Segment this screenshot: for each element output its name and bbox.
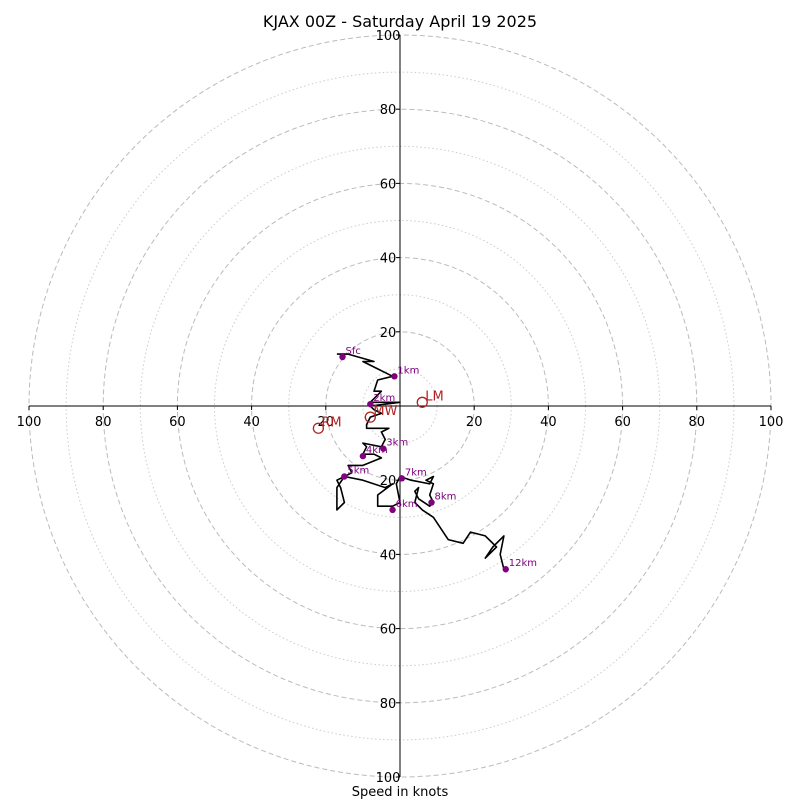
x-tick-label: 20 (318, 415, 335, 430)
height-label-3km: 3km (386, 438, 408, 449)
height-label-1km: 1km (397, 365, 419, 376)
x-tick-label: 40 (540, 415, 557, 430)
y-tick-label: 60 (380, 623, 397, 638)
height-label-7km: 7km (405, 467, 427, 478)
storm-motion-label-MW: MW (373, 404, 397, 419)
storm-motion-marker-RM (312, 422, 325, 434)
storm-motion-label-RM: RM (321, 415, 341, 430)
height-marker-2km (367, 400, 374, 408)
wind-trace (336, 353, 505, 570)
x-tick-label: 100 (17, 415, 42, 430)
y-tick-label: 100 (376, 771, 401, 786)
axis-ticks: 100 100 80 80 60 60 40 40 20 20 20 20 40 40 60 60 80 80 10… (17, 29, 784, 786)
height-marker-7km (398, 475, 406, 482)
storm-motion-marker-LM (416, 396, 428, 408)
height-label-4km: 4km (366, 445, 388, 456)
x-tick-label: 100 (759, 415, 784, 430)
y-tick-label: 80 (380, 697, 397, 712)
storm-motion-label-LM: LM (425, 389, 443, 404)
y-tick-label: 100 (376, 29, 401, 44)
height-marker-1km (391, 373, 398, 380)
hodograph-trace-line (336, 353, 505, 570)
y-tick-label: 20 (380, 474, 397, 489)
storm-motion-markers: LM RM MW (312, 389, 444, 434)
height-label-6km: 6km (396, 499, 418, 510)
x-axis-label: Speed in knots (352, 785, 449, 800)
height-marker-Sfc (339, 353, 346, 361)
x-tick-label: 60 (614, 415, 631, 430)
height-label-2km: 2km (373, 393, 395, 404)
x-tick-label: 80 (689, 415, 706, 430)
height-label-8km: 8km (435, 491, 457, 502)
height-marker-5km (341, 473, 348, 480)
height-marker-3km (380, 445, 387, 452)
height-marker-4km (359, 452, 367, 460)
y-tick-label: 40 (380, 252, 397, 267)
y-tick-label: 40 (380, 548, 397, 563)
x-tick-label: 80 (95, 415, 112, 430)
height-label-12km: 12km (509, 558, 537, 569)
y-tick-label: 80 (380, 103, 397, 118)
x-tick-label: 20 (466, 415, 483, 430)
height-label-5km: 5km (347, 465, 369, 476)
chart-title: KJAX 00Z - Saturday April 19 2025 (263, 12, 537, 31)
y-tick-label: 20 (380, 326, 397, 341)
height-marker-8km (428, 499, 435, 506)
height-label-Sfc: Sfc (345, 346, 360, 357)
height-marker-6km (389, 506, 396, 514)
x-tick-label: 40 (243, 415, 260, 430)
x-tick-label: 60 (169, 415, 186, 430)
height-marker-12km (502, 566, 509, 573)
storm-motion-marker-MW (364, 411, 376, 423)
y-tick-label: 60 (380, 177, 397, 192)
